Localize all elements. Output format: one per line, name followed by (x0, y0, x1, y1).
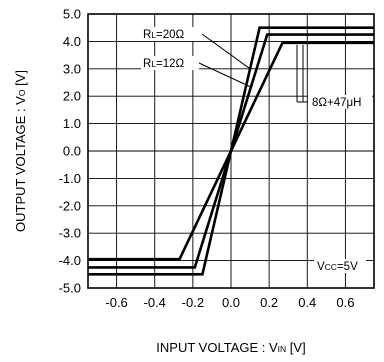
x-axis-title: INPUT VOLTAGE : VIN [V] (156, 340, 305, 355)
y-tick-labels: 5.0 4.0 3.0 2.0 1.0 0.0 -1.0 -2.0 -3.0 -4.0 -5.0 (59, 7, 81, 296)
label-bg-rl12 (141, 56, 199, 70)
annotation-vcc: VCC=5V (317, 261, 358, 273)
annotation-leader (201, 33, 251, 70)
annotation-rl12: RL=12Ω (143, 58, 185, 70)
label-bg-8ohm (308, 95, 372, 109)
annotation-rl20: RL=20Ω (143, 29, 185, 41)
y-tick-label: -4.0 (59, 253, 81, 268)
x-tick-label: 0.6 (336, 295, 354, 310)
series-lines (88, 26, 374, 276)
y-tick-label: 3.0 (63, 61, 81, 76)
x-tick-label: -0.6 (105, 295, 127, 310)
annotation-leader (198, 62, 251, 88)
y-tick-label: -1.0 (59, 171, 81, 186)
x-tick-labels: -0.6 -0.4 -0.2 0.0 0.2 0.4 0.6 (105, 295, 354, 310)
x-tick-label: 0.4 (298, 295, 316, 310)
series-line-8ohm-47uh (88, 41, 374, 261)
label-bg-rl20 (141, 27, 201, 41)
x-tick-label: -0.4 (144, 295, 166, 310)
x-tick-label: 0.0 (222, 295, 240, 310)
y-tick-label: 2.0 (63, 89, 81, 104)
y-tick-label: 0.0 (63, 144, 81, 159)
plot-frame (87, 13, 375, 289)
label-bg-vcc (314, 259, 366, 273)
y-tick-label: -5.0 (59, 281, 81, 296)
x-tick-label: 0.2 (260, 295, 278, 310)
y-tick-label: 1.0 (63, 116, 81, 131)
annotation-leaders (198, 33, 308, 103)
y-tick-label: 4.0 (63, 34, 81, 49)
y-tick-label: 5.0 (63, 7, 81, 22)
annotation-8ohm: 8Ω+47μH (312, 97, 361, 109)
y-tick-label: -3.0 (59, 226, 81, 241)
y-axis-title: OUTPUT VOLTAGE : VO [V] (13, 70, 28, 232)
x-tick-label: -0.2 (182, 295, 204, 310)
y-tick-label: -2.0 (59, 198, 81, 213)
